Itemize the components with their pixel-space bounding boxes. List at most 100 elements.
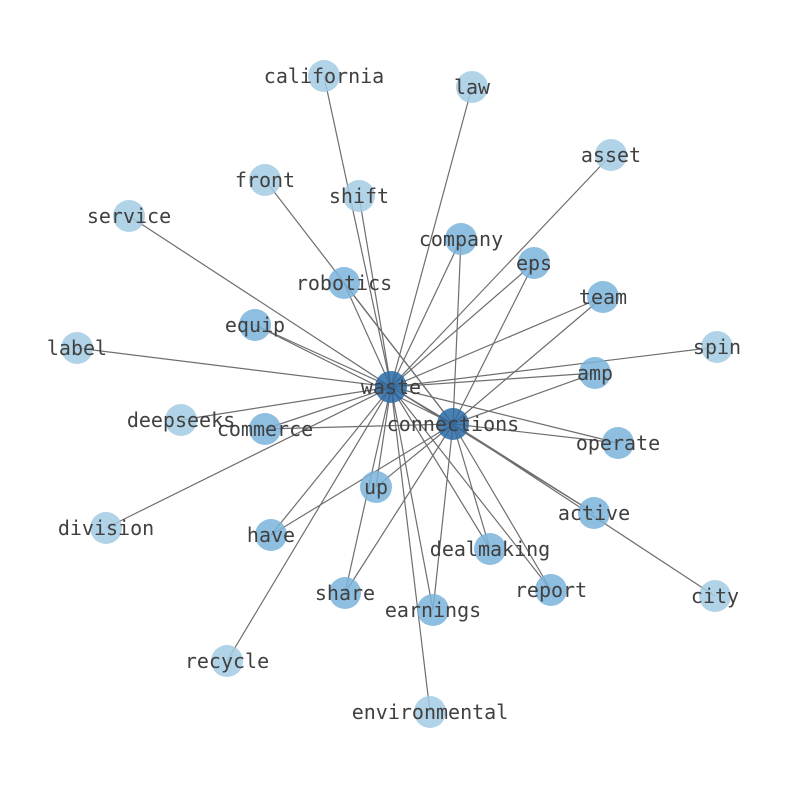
node-label-recycle: recycle (185, 649, 269, 673)
node-label-asset: asset (581, 143, 641, 167)
edge-waste-up (375, 386, 392, 488)
node-label-california: california (264, 64, 384, 88)
node-label-waste: waste (361, 375, 421, 399)
edge-waste-service (128, 215, 392, 388)
node-label[interactable] (61, 332, 93, 364)
edge-waste-company (390, 238, 462, 388)
node-spin[interactable] (701, 331, 733, 363)
node-city[interactable] (699, 580, 731, 612)
edge-waste-operate (390, 386, 619, 444)
node-label-amp: amp (577, 361, 613, 385)
node-have[interactable] (255, 519, 287, 551)
nodes-layer (61, 60, 733, 728)
edge-waste-earnings (390, 386, 434, 611)
node-active[interactable] (578, 497, 610, 529)
edge-connections-dealmaking (452, 423, 491, 550)
node-waste[interactable] (375, 371, 407, 403)
node-operate[interactable] (602, 427, 634, 459)
edge-waste-team (390, 296, 604, 388)
node-service[interactable] (113, 200, 145, 232)
edge-connections-active (452, 423, 595, 514)
node-label-commerce: commerce (217, 417, 313, 441)
node-report[interactable] (535, 574, 567, 606)
node-company[interactable] (445, 223, 477, 255)
edge-connections-share (344, 423, 454, 594)
edge-waste-environmental (390, 386, 431, 713)
node-law[interactable] (456, 71, 488, 103)
node-equip[interactable] (239, 309, 271, 341)
node-label-share: share (315, 581, 375, 605)
node-california[interactable] (308, 60, 340, 92)
edge-connections-robotics (343, 282, 454, 425)
node-share[interactable] (329, 577, 361, 609)
node-front[interactable] (249, 164, 281, 196)
labels-layer: waste connections california law asset front s… (47, 64, 741, 724)
node-amp[interactable] (579, 357, 611, 389)
edge-waste-eps (390, 262, 535, 388)
node-recycle[interactable] (211, 645, 243, 677)
node-label-operate: operate (576, 431, 660, 455)
node-label-active: active (558, 501, 630, 525)
node-label-equip: equip (225, 313, 285, 337)
edge-waste-law (390, 86, 473, 388)
node-deepseeks[interactable] (165, 404, 197, 436)
edge-waste-have (270, 386, 392, 536)
edge-connections-operate (452, 423, 619, 444)
edge-waste-report (390, 386, 552, 591)
edge-waste-equip (254, 324, 392, 388)
edge-waste-dealmaking (390, 386, 491, 550)
edge-waste-deepseeks (180, 386, 392, 421)
node-team[interactable] (587, 281, 619, 313)
node-label-spin: spin (693, 335, 741, 359)
node-label-front: front (235, 168, 295, 192)
node-label-connections: connections (387, 412, 519, 436)
node-label-division: division (58, 516, 154, 540)
edge-connections-earnings (432, 423, 454, 611)
edge-waste-california (323, 75, 392, 388)
node-commerce[interactable] (249, 413, 281, 445)
node-eps[interactable] (518, 247, 550, 279)
edge-connections-report (452, 423, 552, 591)
edge-connections-equip (254, 324, 454, 425)
edge-waste-asset (390, 154, 612, 388)
node-label-team: team (579, 285, 627, 309)
node-shift[interactable] (343, 180, 375, 212)
node-asset[interactable] (595, 139, 627, 171)
node-label-company: company (419, 227, 503, 251)
edge-connections-team (452, 296, 604, 425)
node-label-dealmaking: dealmaking (430, 537, 550, 561)
node-label-deepseeks: deepseeks (127, 408, 235, 432)
node-label-service: service (87, 204, 171, 228)
edge-waste-commerce (264, 386, 392, 430)
edge-waste-shift (358, 195, 392, 388)
node-up[interactable] (360, 471, 392, 503)
node-label-have: have (247, 523, 295, 547)
edge-connections-company (452, 238, 462, 425)
node-label-eps: eps (516, 251, 552, 275)
edge-waste-amp (390, 372, 596, 388)
node-robotics[interactable] (328, 267, 360, 299)
edge-connections-amp (452, 372, 596, 425)
edge-waste-label (76, 347, 392, 388)
node-connections[interactable] (437, 408, 469, 440)
edge-waste-robotics (343, 282, 392, 388)
edges-layer (76, 75, 718, 713)
edge-connections-up (375, 423, 454, 488)
node-label-up: up (364, 475, 388, 499)
node-label-law: law (454, 75, 491, 99)
edge-waste-recycle (226, 386, 392, 662)
edge-waste-division (105, 386, 392, 529)
node-label-earnings: earnings (385, 598, 481, 622)
node-label-label: label (47, 336, 107, 360)
node-earnings[interactable] (417, 594, 449, 626)
node-division[interactable] (90, 512, 122, 544)
node-dealmaking[interactable] (474, 533, 506, 565)
node-label-shift: shift (329, 184, 389, 208)
node-label-environmental: environmental (352, 700, 509, 724)
node-label-report: report (515, 578, 587, 602)
edge-waste-spin (390, 346, 718, 388)
node-label-robotics: robotics (296, 271, 392, 295)
node-environmental[interactable] (414, 696, 446, 728)
